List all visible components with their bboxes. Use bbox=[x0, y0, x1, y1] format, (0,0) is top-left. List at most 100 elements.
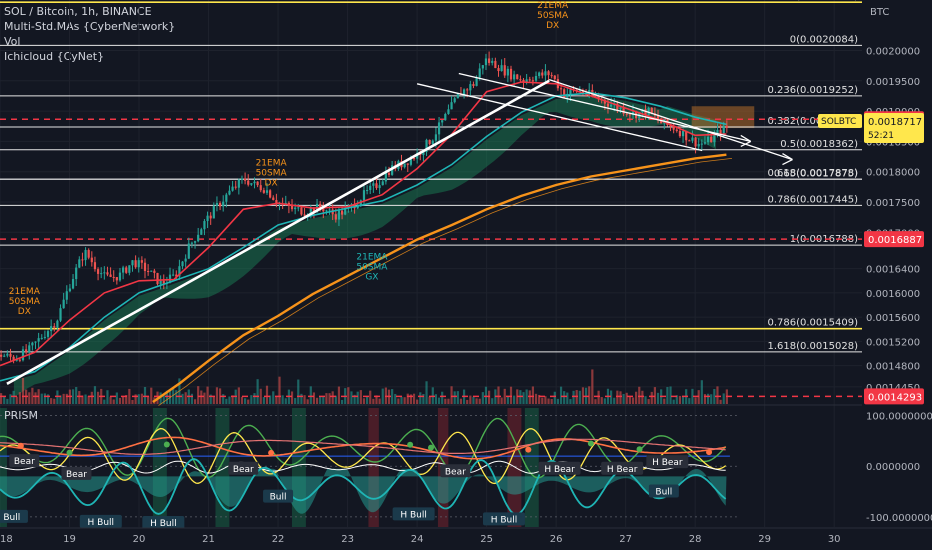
volume-bar bbox=[569, 399, 572, 404]
volume-bar bbox=[391, 389, 394, 404]
ma-line-200sma-secondary bbox=[158, 158, 733, 406]
volume-bar bbox=[597, 390, 600, 404]
volume-bar bbox=[40, 393, 43, 404]
candle-body bbox=[25, 349, 28, 353]
volume-bar bbox=[306, 399, 309, 404]
volume-bar bbox=[15, 396, 18, 404]
candle-body bbox=[434, 134, 438, 141]
candle-body bbox=[675, 129, 678, 131]
currency-label: BTC bbox=[870, 7, 889, 18]
volume-bar bbox=[625, 392, 628, 404]
candle-body bbox=[656, 115, 660, 121]
prism-title: PRISM bbox=[4, 409, 38, 422]
candle-body bbox=[503, 65, 506, 76]
candle-body bbox=[253, 181, 256, 184]
candle-body bbox=[522, 79, 525, 82]
candle-body bbox=[441, 120, 444, 123]
annotation-text: 21EMA bbox=[256, 159, 288, 169]
volume-bar bbox=[678, 395, 682, 404]
volume-bar bbox=[500, 397, 503, 404]
candle-body bbox=[472, 84, 475, 86]
y-tick-label: 0.0016000 bbox=[866, 289, 920, 300]
volume-bar bbox=[350, 391, 353, 404]
annotation-text: GX bbox=[365, 273, 378, 283]
volume-bar bbox=[478, 398, 481, 404]
prism-signal-bear: Bear bbox=[9, 454, 40, 468]
volume-bar bbox=[706, 393, 710, 404]
volume-bar bbox=[200, 390, 203, 404]
volume-bar bbox=[506, 396, 509, 404]
prism-line-5 bbox=[0, 458, 727, 516]
candle-body bbox=[43, 336, 46, 338]
candle-body bbox=[437, 122, 441, 135]
candle-body bbox=[566, 93, 569, 98]
volume-bar bbox=[21, 377, 25, 404]
candle-body bbox=[237, 179, 240, 188]
candle-body bbox=[297, 207, 300, 209]
prism-band bbox=[368, 408, 379, 527]
candle-body bbox=[384, 172, 387, 182]
volume-bar bbox=[713, 388, 716, 404]
volume-bar bbox=[222, 394, 225, 404]
candle-body bbox=[706, 136, 710, 143]
candle-body bbox=[488, 58, 491, 63]
volume-bar bbox=[656, 392, 660, 404]
x-tick-label: 25 bbox=[480, 534, 493, 545]
candle-body bbox=[212, 205, 215, 219]
candle-body bbox=[619, 107, 622, 110]
red-level-tag bbox=[864, 231, 924, 248]
candle-body bbox=[140, 260, 143, 263]
candle-body bbox=[71, 279, 75, 289]
y-tick-label: 0.0015600 bbox=[866, 313, 920, 324]
candle-body bbox=[475, 77, 478, 86]
prism-line-1 bbox=[0, 427, 727, 485]
volume-bar bbox=[215, 387, 219, 404]
volume-bar bbox=[359, 390, 362, 404]
signal-text: H Bear bbox=[544, 465, 575, 475]
volume-bar bbox=[309, 386, 312, 404]
signal-text: H Bull bbox=[491, 515, 518, 525]
prism-dot bbox=[66, 449, 73, 456]
price-tag-bg bbox=[864, 113, 924, 144]
volume-bar bbox=[710, 394, 713, 404]
candle-body bbox=[197, 234, 200, 242]
candle-body bbox=[159, 280, 162, 285]
volume-bar bbox=[441, 391, 444, 404]
volume-bar bbox=[534, 393, 538, 404]
volume-bar bbox=[588, 386, 591, 404]
signal-text: Bull bbox=[270, 493, 287, 503]
prism-dot bbox=[428, 444, 434, 451]
candle-body bbox=[722, 125, 725, 135]
volume-bar bbox=[666, 386, 669, 404]
indicator-vol[interactable]: Vol bbox=[4, 35, 21, 48]
signal-text: Bull bbox=[655, 488, 672, 498]
fib-levels: 0.65(0.0020797) 0(0.0020084) 0.236(0.00192… bbox=[0, 0, 862, 353]
volume-bar bbox=[638, 386, 641, 404]
candle-body bbox=[391, 165, 394, 175]
candle-body bbox=[53, 326, 56, 328]
candle-body bbox=[344, 208, 347, 215]
indicator-ichicloud[interactable]: Ichicloud {CyNet} bbox=[4, 50, 105, 63]
volume-bar bbox=[31, 387, 34, 404]
volume-bar bbox=[553, 391, 556, 404]
x-tick-label: 30 bbox=[828, 534, 841, 545]
candle-body bbox=[713, 134, 716, 143]
candle-body bbox=[103, 272, 106, 274]
x-tick-label: 22 bbox=[272, 534, 285, 545]
volume-bar bbox=[647, 399, 650, 404]
y-tick-label: 0.0020000 bbox=[866, 46, 920, 57]
candle-body bbox=[484, 58, 488, 66]
volume-bar bbox=[247, 399, 250, 404]
indicator-multi-std-mas[interactable]: Multi-Std.MAs {CyberNetwork} bbox=[4, 20, 176, 33]
x-tick-label: 26 bbox=[550, 534, 563, 545]
volume-bar bbox=[394, 393, 397, 404]
volume-bar bbox=[87, 396, 90, 404]
candle-body bbox=[500, 65, 503, 72]
prism-signal-bear: Bear bbox=[61, 466, 92, 480]
volume-bar bbox=[71, 389, 75, 404]
volume-bar bbox=[491, 398, 494, 404]
prism-signal-bear: Bear bbox=[228, 461, 259, 475]
volume-bar bbox=[688, 398, 691, 404]
